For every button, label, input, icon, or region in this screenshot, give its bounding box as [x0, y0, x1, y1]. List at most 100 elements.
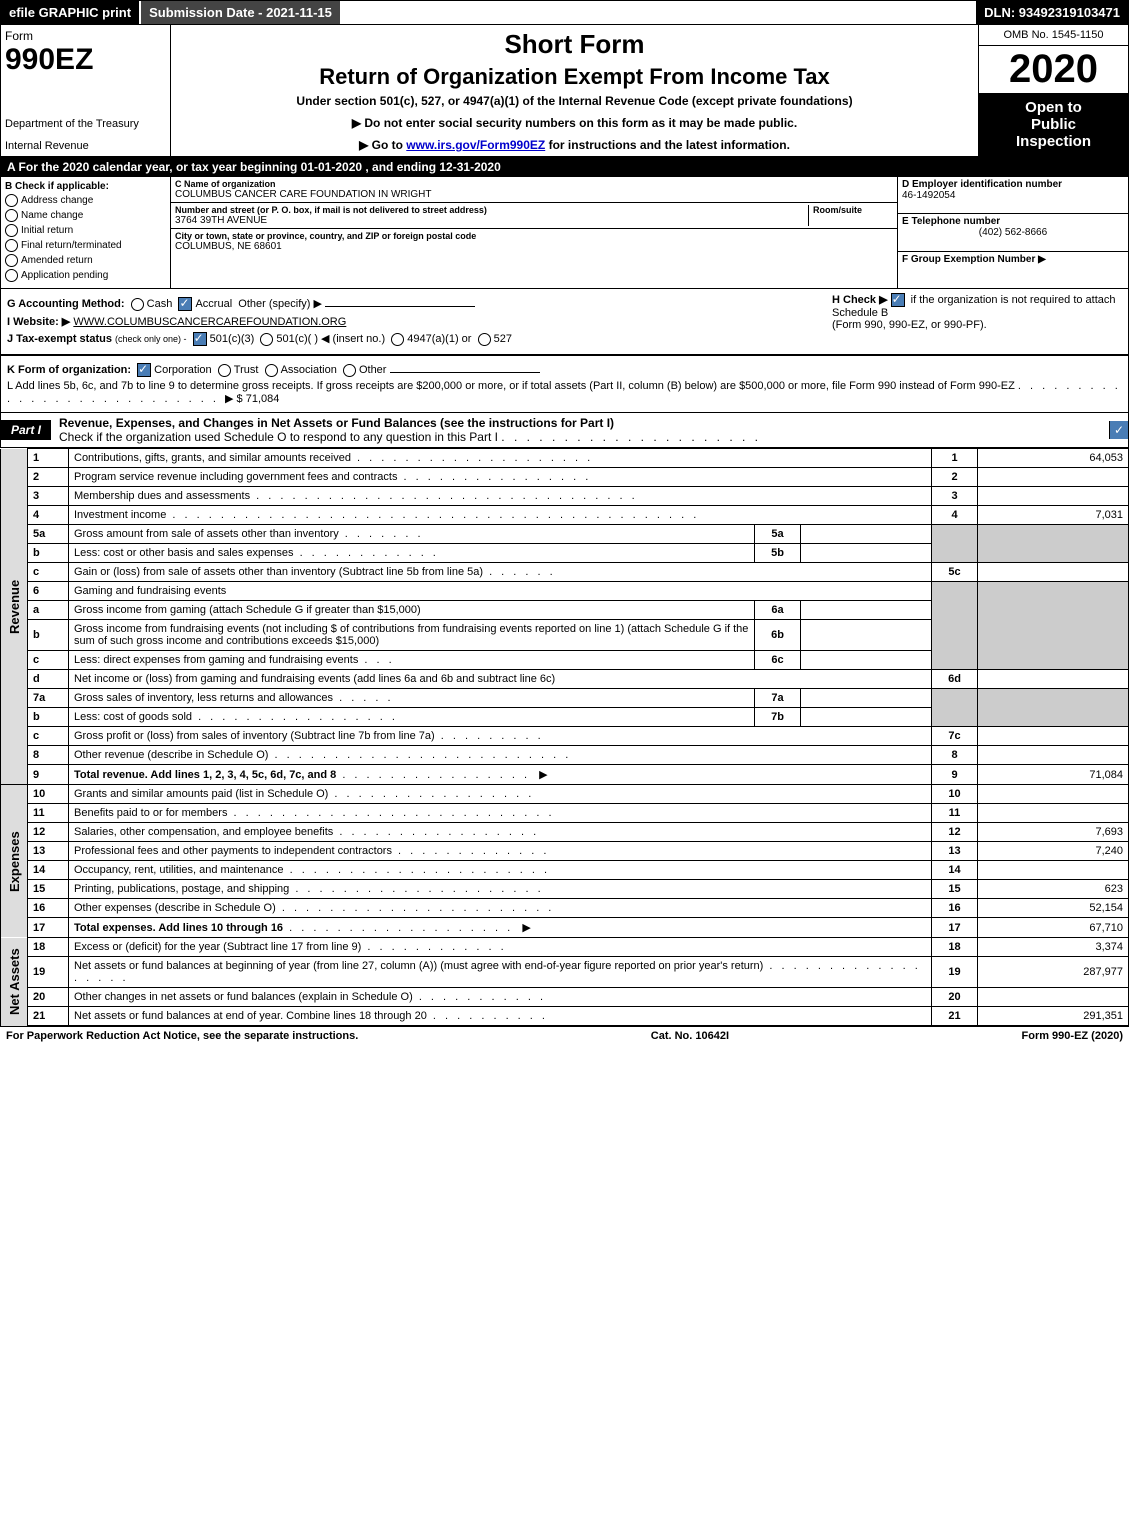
line-19: 19 Net assets or fund balances at beginn… — [1, 957, 1129, 988]
line-8: 8 Other revenue (describe in Schedule O)… — [1, 746, 1129, 765]
part-1-tab: Part I — [1, 420, 51, 440]
l19-id: 19 — [932, 957, 978, 988]
l6a-num: a — [28, 601, 69, 620]
line-6d: d Net income or (loss) from gaming and f… — [1, 670, 1129, 689]
website-value[interactable]: WWW.COLUMBUSCANCERCAREFOUNDATION.ORG — [73, 316, 346, 328]
l11-desc: Benefits paid to or for members . . . . … — [69, 804, 932, 823]
chk-name-change[interactable]: Name change — [5, 209, 166, 222]
l11-amt — [978, 804, 1129, 823]
l13-desc: Professional fees and other payments to … — [69, 842, 932, 861]
grey-5-amt — [978, 525, 1129, 563]
l14-num: 14 — [28, 861, 69, 880]
k-trust-radio[interactable] — [218, 364, 231, 377]
j-527-radio[interactable] — [478, 333, 491, 346]
org-name-row: C Name of organization COLUMBUS CANCER C… — [171, 177, 897, 203]
k-label: K Form of organization: — [7, 364, 131, 376]
k-other-radio[interactable] — [343, 364, 356, 377]
l5a-num: 5a — [28, 525, 69, 544]
l15-num: 15 — [28, 880, 69, 899]
ein-row: D Employer identification number 46-1492… — [898, 177, 1128, 214]
chk-initial-return[interactable]: Initial return — [5, 224, 166, 237]
b-label: B Check if applicable: — [5, 181, 166, 192]
l19-num: 19 — [28, 957, 69, 988]
line-14: 14 Occupancy, rent, utilities, and maint… — [1, 861, 1129, 880]
footer-left: For Paperwork Reduction Act Notice, see … — [6, 1030, 358, 1042]
k-other-input[interactable] — [390, 372, 540, 373]
l1-amt: 64,053 — [978, 449, 1129, 468]
c-name-label: C Name of organization — [175, 179, 893, 189]
l18-num: 18 — [28, 938, 69, 957]
form-header: Form 990EZ Department of the Treasury In… — [0, 25, 1129, 157]
l6c-subval — [801, 651, 932, 670]
l14-desc: Occupancy, rent, utilities, and maintena… — [69, 861, 932, 880]
efile-label[interactable]: efile GRAPHIC print — [1, 1, 139, 24]
l7c-amt — [978, 727, 1129, 746]
l7c-num: c — [28, 727, 69, 746]
g-accrual-chk[interactable] — [178, 297, 192, 311]
l1-desc: Contributions, gifts, grants, and simila… — [69, 449, 932, 468]
l6a-subval — [801, 601, 932, 620]
chk-address-change[interactable]: Address change — [5, 194, 166, 207]
f-label: F Group Exemption Number ▶ — [902, 254, 1124, 265]
l21-num: 21 — [28, 1007, 69, 1026]
l9-num: 9 — [28, 765, 69, 785]
l7b-subval — [801, 708, 932, 727]
l10-id: 10 — [932, 785, 978, 804]
phone-value: (402) 562-8666 — [902, 227, 1124, 238]
l-text: L Add lines 5b, 6c, and 7b to line 9 to … — [7, 380, 1015, 392]
l-arrow-val: ▶ $ 71,084 — [225, 393, 279, 405]
h-checkbox[interactable] — [891, 293, 905, 307]
l2-desc: Program service revenue including govern… — [69, 468, 932, 487]
l1-id: 1 — [932, 449, 978, 468]
l18-desc: Excess or (deficit) for the year (Subtra… — [69, 938, 932, 957]
section-ghij: H Check ▶ if the organization is not req… — [0, 289, 1129, 355]
part-1-checkbox[interactable]: ✓ — [1109, 421, 1128, 439]
l21-amt: 291,351 — [978, 1007, 1129, 1026]
j-o3: 4947(a)(1) or — [407, 333, 471, 345]
j-o1: 501(c)(3) — [210, 333, 255, 345]
j-4947-radio[interactable] — [391, 333, 404, 346]
l9-id: 9 — [932, 765, 978, 785]
chk-application-pending[interactable]: Application pending — [5, 269, 166, 282]
k-assoc-radio[interactable] — [265, 364, 278, 377]
section-def: D Employer identification number 46-1492… — [898, 177, 1128, 288]
l6-desc: Gaming and fundraising events — [69, 582, 932, 601]
j-501c-radio[interactable] — [260, 333, 273, 346]
l9-desc: Total revenue. Add lines 1, 2, 3, 4, 5c,… — [69, 765, 932, 785]
l5c-desc: Gain or (loss) from sale of assets other… — [69, 563, 932, 582]
part-1-title-text: Revenue, Expenses, and Changes in Net As… — [59, 416, 614, 430]
line-21: 21 Net assets or fund balances at end of… — [1, 1007, 1129, 1026]
grey-5 — [932, 525, 978, 563]
line-20: 20 Other changes in net assets or fund b… — [1, 988, 1129, 1007]
k-corp-chk[interactable] — [137, 363, 151, 377]
l8-desc: Other revenue (describe in Schedule O) .… — [69, 746, 932, 765]
l20-amt — [978, 988, 1129, 1007]
j-o4: 527 — [494, 333, 512, 345]
part-1-title: Revenue, Expenses, and Changes in Net As… — [51, 413, 1109, 447]
l6c-desc: Less: direct expenses from gaming and fu… — [69, 651, 755, 670]
irs-link[interactable]: www.irs.gov/Form990EZ — [406, 138, 545, 152]
g-other-input[interactable] — [325, 306, 475, 307]
l5a-sub: 5a — [755, 525, 801, 544]
l20-id: 20 — [932, 988, 978, 1007]
j-label: J Tax-exempt status — [7, 333, 112, 345]
l4-amt: 7,031 — [978, 506, 1129, 525]
l5a-subval — [801, 525, 932, 544]
l17-amt: 67,710 — [978, 918, 1129, 938]
line-6: 6 Gaming and fundraising events — [1, 582, 1129, 601]
line-1: Revenue 1 Contributions, gifts, grants, … — [1, 449, 1129, 468]
line-17: 17 Total expenses. Add lines 10 through … — [1, 918, 1129, 938]
chk-final-return[interactable]: Final return/terminated — [5, 239, 166, 252]
g-accrual: Accrual — [195, 298, 232, 310]
l19-desc: Net assets or fund balances at beginning… — [69, 957, 932, 988]
g-other: Other (specify) ▶ — [238, 298, 322, 310]
l5b-desc: Less: cost or other basis and sales expe… — [69, 544, 755, 563]
l16-id: 16 — [932, 899, 978, 918]
g-cash-radio[interactable] — [131, 298, 144, 311]
line-7c: c Gross profit or (loss) from sales of i… — [1, 727, 1129, 746]
l16-num: 16 — [28, 899, 69, 918]
j-501c3-chk[interactable] — [193, 332, 207, 346]
l14-amt — [978, 861, 1129, 880]
chk-amended-return[interactable]: Amended return — [5, 254, 166, 267]
l16-desc: Other expenses (describe in Schedule O) … — [69, 899, 932, 918]
